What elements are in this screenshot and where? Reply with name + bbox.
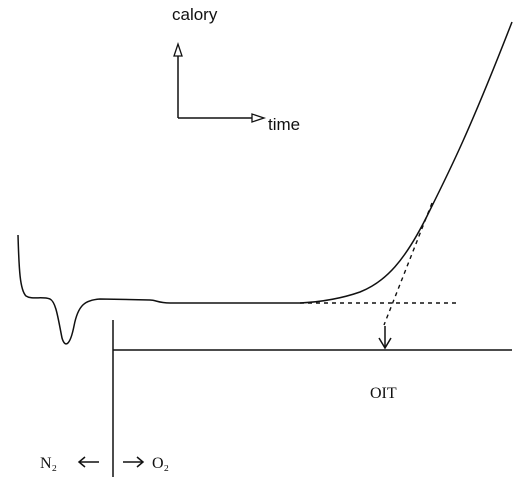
axis-key-arrowhead	[251, 113, 267, 123]
x-axis-label: time	[268, 115, 300, 134]
tangent-line	[383, 202, 433, 326]
dsc-curve	[17, 21, 513, 345]
left-arrowhead	[77, 456, 86, 468]
onset-arrowhead	[378, 337, 392, 350]
left-gas-label: N₂	[40, 455, 57, 472]
y-axis-label: calory	[172, 5, 218, 24]
axis-key-arrowhead	[173, 41, 183, 57]
oit-label: OIT	[370, 385, 397, 402]
right-arrowhead	[136, 456, 145, 468]
right-gas-label: O₂	[152, 455, 169, 472]
